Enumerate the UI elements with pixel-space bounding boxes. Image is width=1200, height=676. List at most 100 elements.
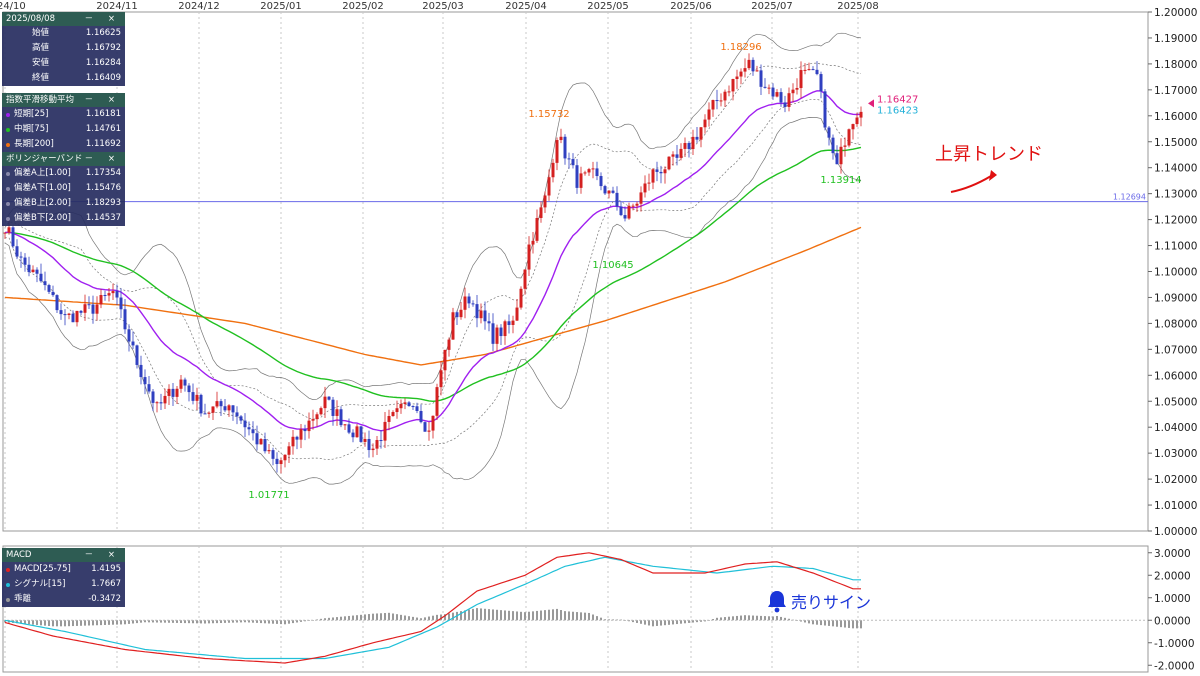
macd-histogram-bar [736, 615, 738, 621]
candle-body [603, 186, 607, 194]
macd-histogram-bar [324, 618, 326, 621]
panel-controls[interactable]: － × [84, 550, 121, 560]
candle-body [415, 406, 419, 412]
macd-histogram-bar [368, 614, 370, 621]
panel-controls[interactable]: － × [84, 14, 121, 24]
macd-histogram-bar [652, 620, 654, 627]
candle-body [791, 89, 795, 94]
macd-histogram-bar [636, 620, 638, 623]
candle-body [811, 69, 815, 71]
candle-body [127, 329, 131, 342]
macd-histogram-bar [180, 620, 182, 624]
macd-histogram-bar [604, 619, 606, 621]
x-tick-label: 2025/06 [670, 1, 712, 12]
candle-body [419, 411, 423, 423]
candles [3, 53, 863, 474]
panel-controls[interactable]: － × [84, 154, 121, 164]
macd-histogram-bar [516, 611, 518, 621]
bb-row: 偏差B下[2.00] 1.14537 [2, 211, 125, 226]
candle-body [403, 402, 407, 404]
macd-histogram-bar [756, 615, 758, 621]
candle-body [207, 412, 211, 414]
y-tick-label: 1.05000 [1154, 396, 1197, 408]
macd-histogram-bar [224, 620, 226, 623]
macd-histogram-bar [392, 613, 394, 621]
candle-body [579, 173, 583, 188]
macd-histogram-bar [120, 620, 122, 625]
candle-body [159, 402, 163, 404]
macd-value: 1.7667 [91, 579, 121, 589]
macd-label: MACD[25-75] [14, 564, 71, 574]
macd-histogram-bar [112, 620, 114, 625]
ema-panel-header[interactable]: 指数平滑移動平均 － × [2, 93, 125, 107]
macd-histogram-bar [472, 608, 474, 621]
candle-body [23, 257, 27, 265]
macd-histogram-bar [260, 620, 262, 624]
candle-body [671, 154, 675, 157]
macd-histogram-bar [600, 617, 602, 621]
candle-body [451, 312, 455, 340]
candle-body [471, 303, 475, 305]
candle-body [799, 70, 803, 89]
ohlc-panel-header[interactable]: 2025/08/08 － × [2, 12, 125, 26]
ohlc-label: 始値 [32, 28, 50, 38]
macd-histogram-bar [56, 620, 58, 627]
candle-body [271, 450, 275, 459]
panel-controls[interactable]: － × [84, 95, 121, 105]
x-tick-label: 2025/08 [837, 1, 879, 12]
candle-body [363, 438, 367, 442]
candle-body [91, 304, 95, 314]
macd-histogram-bar [700, 620, 702, 622]
candle-body [187, 385, 191, 393]
bid-price-label: 1.16427 [877, 94, 918, 105]
candle-body [355, 426, 359, 438]
macd-histogram-bar [512, 611, 514, 621]
candle-body [231, 405, 235, 413]
macd-histogram-bar [848, 620, 850, 628]
candle-body [599, 176, 603, 187]
macd-histogram-bar [252, 620, 254, 623]
candle-body [623, 215, 627, 219]
candle-body [227, 405, 231, 411]
macd-histogram-bar [208, 620, 210, 624]
macd-histogram-bar [440, 614, 442, 621]
candle-body [759, 70, 763, 87]
macd-histogram-bar [800, 620, 802, 622]
candle-body [675, 154, 679, 158]
macd-histogram-bar [72, 620, 74, 627]
candle-body [431, 415, 435, 431]
macd-histogram-bar [424, 617, 426, 621]
macd-histogram-bar [360, 614, 362, 621]
candle-body [235, 412, 239, 417]
candle-body [607, 190, 611, 194]
macd-histogram-bar [468, 609, 470, 621]
series-dot [6, 567, 10, 572]
macd-histogram-bar [828, 620, 830, 626]
candle-body [839, 146, 843, 165]
candle-body [499, 327, 503, 337]
y-tick-label: 1.07000 [1154, 344, 1197, 356]
candle-body [371, 448, 375, 451]
macd-histogram-bar [548, 609, 550, 621]
candle-body [495, 327, 499, 344]
macd-panel-header[interactable]: MACD － × [2, 548, 125, 562]
macd-histogram-bar [364, 614, 366, 621]
candle-body [859, 111, 863, 118]
ohlc-value: 1.16625 [85, 28, 121, 38]
macd-value: 1.4195 [91, 564, 121, 574]
bollinger-lower-1 [5, 99, 862, 460]
y-tick-label: 1.03000 [1154, 448, 1197, 460]
candle-body [291, 436, 295, 447]
macd-histogram-bar [820, 620, 822, 626]
candle-body [255, 433, 259, 445]
candle-body [563, 136, 567, 159]
bollinger-panel-header[interactable]: ボリンジャーバンド－ × [2, 152, 125, 166]
macd-histogram-bar [860, 620, 862, 629]
candle-body [595, 168, 599, 177]
candle-body [795, 88, 799, 90]
ema-panel: 指数平滑移動平均－ × 短期[25] 1.16181 中期[75] 1.14761 … [2, 93, 125, 152]
candle-body [439, 370, 443, 388]
candle-body [807, 69, 811, 71]
extreme-price-label: 1.13914 [820, 175, 861, 186]
